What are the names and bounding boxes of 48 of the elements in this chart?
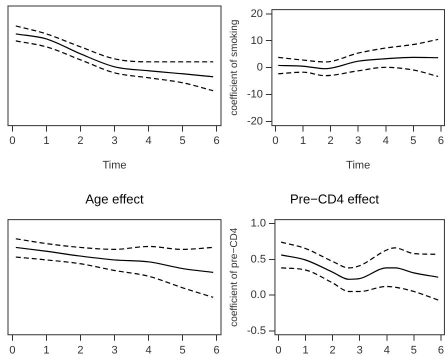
line-series xyxy=(280,267,439,301)
x-tick-label: 0 xyxy=(9,135,16,148)
line-series xyxy=(280,254,439,280)
x-tick-label: 6 xyxy=(438,344,444,356)
y-axis-title: coefficient of smoking xyxy=(228,20,240,116)
x-tick-label: 4 xyxy=(145,344,152,356)
x-tick-label: 3 xyxy=(111,344,118,356)
x-tick-label: 6 xyxy=(438,135,444,148)
y-axis-title: coefficient of pre−CD4 xyxy=(228,227,240,327)
chart-title: Age effect xyxy=(85,191,144,206)
y-tick-label: 1.0 xyxy=(250,218,266,230)
x-tick-label: 0 xyxy=(275,344,282,356)
x-tick-label: 4 xyxy=(382,135,389,148)
x-tick-label: 4 xyxy=(145,135,152,148)
x-tick-label: 2 xyxy=(330,344,336,356)
x-tick-label: 3 xyxy=(111,135,118,148)
chart-title: Pre−CD4 effect xyxy=(290,191,380,206)
x-tick-label: 6 xyxy=(214,135,220,148)
line-series xyxy=(278,38,439,63)
x-tick-label: 5 xyxy=(179,135,186,148)
y-tick-label: -0.5 xyxy=(246,324,266,337)
x-axis-title: Time xyxy=(102,159,127,172)
y-tick-label: 10 xyxy=(250,34,263,47)
y-tick-label: 0.5 xyxy=(250,253,266,266)
x-tick-label: 1 xyxy=(43,135,50,148)
x-tick-label: 3 xyxy=(355,135,362,148)
x-tick-label: 1 xyxy=(302,344,309,356)
y-tick-label: -20 xyxy=(246,115,263,128)
y-tick-label: -10 xyxy=(246,88,263,100)
x-tick-label: 0 xyxy=(9,344,16,356)
x-tick-label: 1 xyxy=(300,135,306,148)
x-tick-label: 1 xyxy=(43,344,50,356)
line-series xyxy=(278,56,439,70)
x-tick-label: 0 xyxy=(272,135,279,148)
x-tick-label: 2 xyxy=(77,344,84,356)
x-tick-label: 4 xyxy=(384,344,390,356)
x-tick-label: 5 xyxy=(410,135,416,148)
y-tick-label: 20 xyxy=(250,8,263,20)
y-tick-label: 0.0 xyxy=(250,289,266,302)
x-axis-title: Time xyxy=(346,159,370,172)
y-tick-label: 0 xyxy=(256,62,263,74)
line-series xyxy=(278,66,439,78)
x-tick-label: 6 xyxy=(214,344,220,356)
x-tick-label: 5 xyxy=(179,344,186,356)
x-tick-label: 3 xyxy=(356,344,363,356)
x-tick-label: 2 xyxy=(328,135,334,148)
x-tick-label: 5 xyxy=(410,344,417,356)
x-tick-label: 2 xyxy=(77,135,84,148)
